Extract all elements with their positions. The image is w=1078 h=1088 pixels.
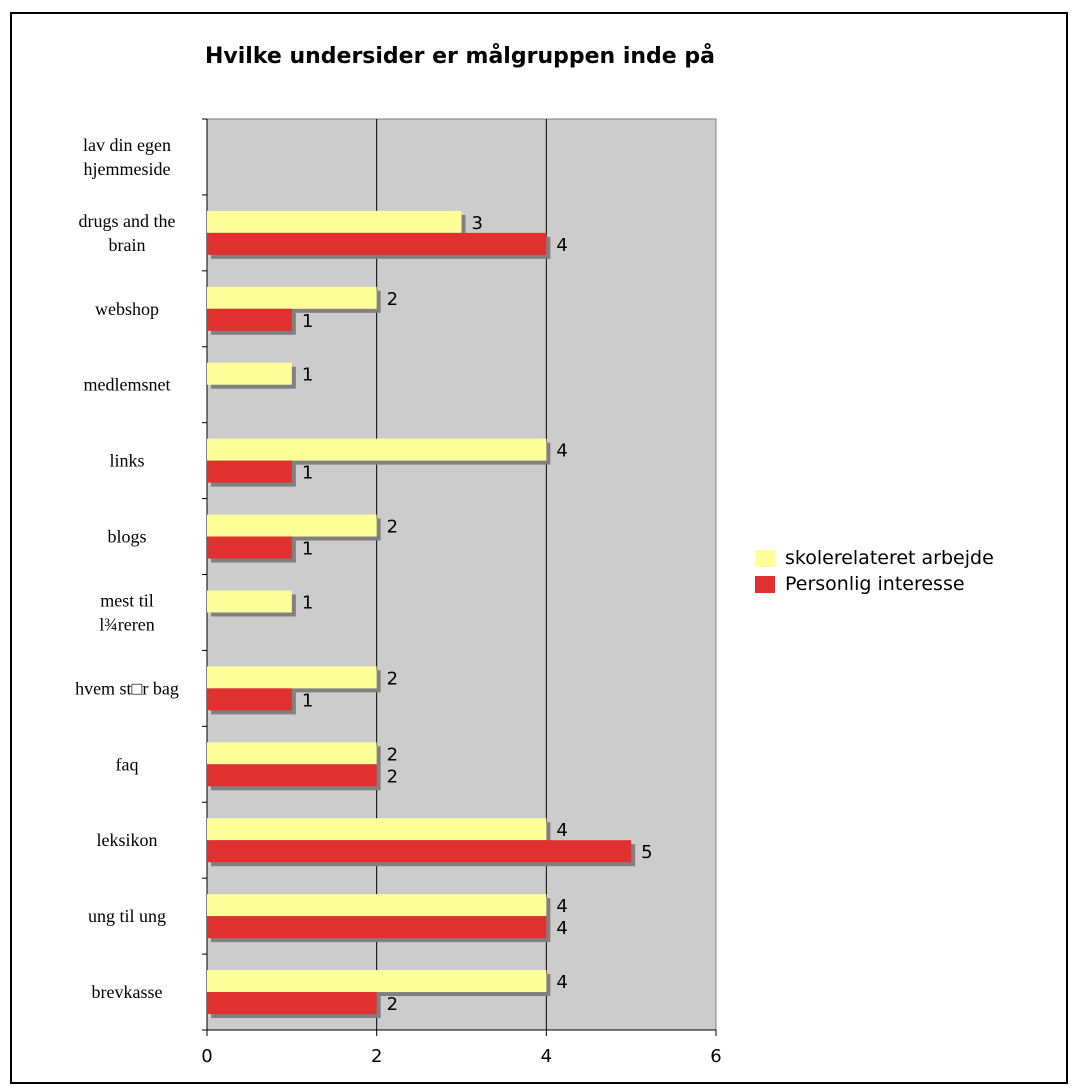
bar — [207, 362, 292, 385]
category-label: webshop — [95, 299, 159, 319]
data-label: 1 — [302, 690, 313, 711]
bar — [207, 970, 547, 993]
data-label: 4 — [556, 441, 567, 462]
x-tick-label: 0 — [201, 1046, 212, 1067]
bar — [207, 460, 292, 483]
category-label: faq — [116, 754, 139, 774]
bar — [207, 840, 632, 863]
data-label: 5 — [641, 842, 652, 863]
bar — [207, 232, 547, 255]
data-label: 2 — [387, 668, 398, 689]
legend-item: skolerelateret arbejde — [755, 545, 994, 571]
data-label: 2 — [387, 766, 398, 787]
data-label: 1 — [302, 592, 313, 613]
x-tick-label: 4 — [541, 1046, 552, 1067]
data-label: 3 — [472, 213, 483, 234]
data-label: 4 — [556, 972, 567, 993]
category-label: ung til ung — [88, 906, 166, 926]
data-label: 1 — [302, 539, 313, 560]
legend-label: Personlig interesse — [785, 573, 965, 595]
category-label: hjemmeside — [84, 159, 171, 179]
bar — [207, 590, 292, 613]
category-label: hvem st□r bag — [75, 678, 179, 698]
category-label: drugs and the — [79, 211, 176, 231]
data-label: 1 — [302, 311, 313, 332]
plot-area — [206, 118, 717, 1031]
category-label: brain — [109, 235, 146, 255]
legend-swatch — [755, 549, 775, 567]
legend-item: Personlig interesse — [755, 571, 994, 597]
data-label: 2 — [387, 744, 398, 765]
data-label: 1 — [302, 365, 313, 386]
chart-legend: skolerelateret arbejde Personlig interess… — [755, 545, 994, 597]
data-label: 2 — [387, 517, 398, 538]
bar — [207, 438, 547, 461]
bar — [207, 742, 377, 765]
category-label: links — [109, 451, 144, 471]
bar — [207, 818, 547, 841]
x-tick-label: 6 — [710, 1046, 721, 1067]
data-label: 2 — [387, 289, 398, 310]
bar — [207, 514, 377, 537]
bar — [207, 666, 377, 689]
data-label: 2 — [387, 994, 398, 1015]
chart-title: Hvilke undersider er målgruppen inde på — [205, 44, 715, 69]
legend-swatch — [755, 575, 775, 593]
category-label: mest til — [100, 590, 154, 610]
bar — [207, 764, 377, 787]
category-label: blogs — [107, 527, 146, 547]
category-label: brevkasse — [92, 982, 163, 1002]
category-label: l¾reren — [99, 614, 154, 634]
data-label: 1 — [302, 463, 313, 484]
data-label: 4 — [556, 896, 567, 917]
bar — [207, 210, 462, 233]
bar — [207, 286, 377, 309]
bar — [207, 536, 292, 559]
data-label: 4 — [556, 918, 567, 939]
bar — [207, 992, 377, 1015]
category-label: medlemsnet — [84, 375, 171, 395]
bar — [207, 688, 292, 711]
data-label: 4 — [556, 820, 567, 841]
legend-label: skolerelateret arbejde — [785, 547, 994, 569]
category-label: lav din egen — [83, 135, 171, 155]
bar — [207, 894, 547, 917]
x-tick-label: 2 — [371, 1046, 382, 1067]
data-label: 4 — [556, 235, 567, 256]
bar — [207, 916, 547, 939]
bar — [207, 308, 292, 331]
category-label: leksikon — [97, 830, 158, 850]
